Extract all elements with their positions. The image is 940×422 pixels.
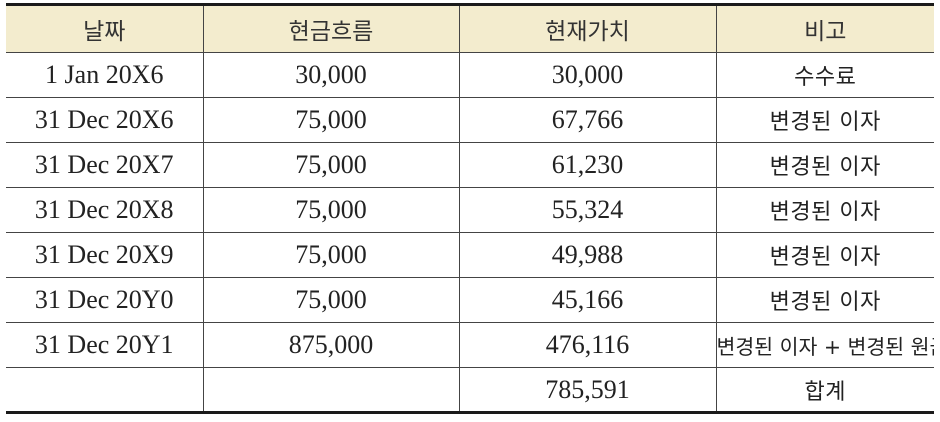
header-present-value: 현재가치 — [458, 3, 716, 53]
cell-date: 31 Dec 20X9 — [6, 232, 203, 278]
cell-present-value: 67,766 — [458, 97, 716, 143]
header-cash-flow: 현금흐름 — [202, 3, 459, 53]
present-value-table-container: 날짜 현금흐름 현재가치 비고 1 Jan 20X6 30,000 30,000… — [6, 3, 934, 414]
cell-note: 수수료 — [715, 52, 934, 98]
cell-cash-flow: 75,000 — [202, 187, 459, 233]
cell-present-value: 476,116 — [458, 322, 716, 368]
cell-cash-flow: 30,000 — [202, 52, 459, 98]
cell-date: 1 Jan 20X6 — [6, 52, 203, 98]
table-row: 31 Dec 20Y1 875,000 476,116 변경된 이자 + 변경된… — [6, 322, 934, 368]
table-header: 날짜 현금흐름 현재가치 비고 — [6, 3, 934, 53]
header-date: 날짜 — [6, 3, 203, 53]
cell-cash-flow: 75,000 — [202, 232, 459, 278]
cell-note: 변경된 이자 — [715, 232, 934, 278]
cell-cash-flow: 75,000 — [202, 277, 459, 323]
cell-note: 변경된 이자 — [715, 142, 934, 188]
cell-date: 31 Dec 20X8 — [6, 187, 203, 233]
table-row: 31 Dec 20X9 75,000 49,988 변경된 이자 — [6, 232, 934, 278]
header-note: 비고 — [715, 3, 934, 53]
table-row: 31 Dec 20X6 75,000 67,766 변경된 이자 — [6, 97, 934, 143]
cell-present-value: 61,230 — [458, 142, 716, 188]
cell-present-value: 45,166 — [458, 277, 716, 323]
cell-cash-flow: 75,000 — [202, 97, 459, 143]
cell-note: 변경된 이자 — [715, 187, 934, 233]
cell-date: 31 Dec 20Y0 — [6, 277, 203, 323]
table-row: 31 Dec 20X7 75,000 61,230 변경된 이자 — [6, 142, 934, 188]
table-body: 1 Jan 20X6 30,000 30,000 수수료 31 Dec 20X6… — [6, 52, 934, 414]
cell-present-value: 55,324 — [458, 187, 716, 233]
cell-note: 변경된 이자 — [715, 277, 934, 323]
cell-note: 변경된 이자 — [715, 97, 934, 143]
cell-date: 31 Dec 20X6 — [6, 97, 203, 143]
total-label: 합계 — [715, 367, 934, 414]
total-date-cell — [6, 367, 203, 414]
cell-date: 31 Dec 20Y1 — [6, 322, 203, 368]
header-row: 날짜 현금흐름 현재가치 비고 — [6, 3, 934, 53]
table-row: 31 Dec 20Y0 75,000 45,166 변경된 이자 — [6, 277, 934, 323]
cell-note: 변경된 이자 + 변경된 원금 — [715, 322, 934, 368]
cell-date: 31 Dec 20X7 — [6, 142, 203, 188]
cell-cash-flow: 875,000 — [202, 322, 459, 368]
total-present-value: 785,591 — [458, 367, 716, 414]
cell-present-value: 49,988 — [458, 232, 716, 278]
cell-present-value: 30,000 — [458, 52, 716, 98]
table-row: 1 Jan 20X6 30,000 30,000 수수료 — [6, 52, 934, 98]
total-row: 785,591 합계 — [6, 367, 934, 414]
total-cash-flow-cell — [202, 367, 459, 414]
cell-cash-flow: 75,000 — [202, 142, 459, 188]
present-value-table: 날짜 현금흐름 현재가치 비고 1 Jan 20X6 30,000 30,000… — [6, 3, 934, 414]
table-row: 31 Dec 20X8 75,000 55,324 변경된 이자 — [6, 187, 934, 233]
